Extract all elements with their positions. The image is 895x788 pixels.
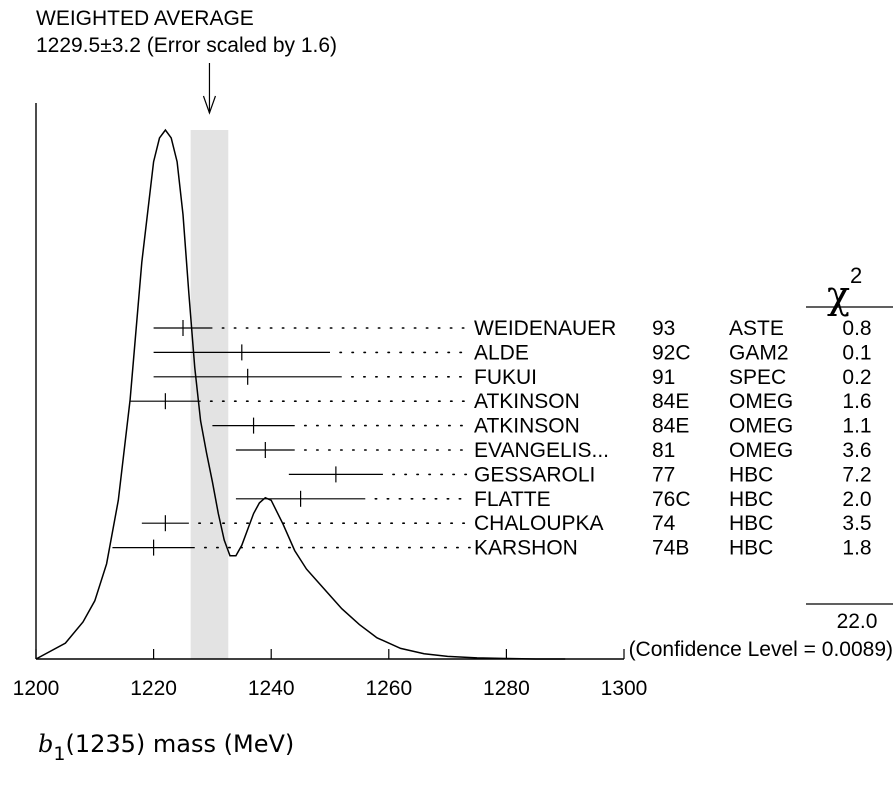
measurement-rows: WEIDENAUER 93 ASTE 0.8 ALDE 92C GAM2 0.1 FUKUI 91… xyxy=(112,317,872,560)
measurement-chi2: 0.2 xyxy=(842,366,871,389)
x-tick-label-1260: 1260 xyxy=(365,677,412,700)
measurement-year: 92C xyxy=(652,341,691,364)
measurement-name: KARSHON xyxy=(474,537,578,560)
measurement-technique: GAM2 xyxy=(729,341,789,364)
measurement-chi2: 1.8 xyxy=(842,537,871,560)
measurement-year: 91 xyxy=(652,366,675,389)
measurement-technique: HBC xyxy=(729,488,773,511)
measurement-name: ATKINSON xyxy=(474,415,580,438)
measurement-chi2: 3.5 xyxy=(842,512,871,535)
measurement-year: 76C xyxy=(652,488,691,511)
measurement-year: 81 xyxy=(652,439,675,462)
x-tick-label-1200: 1200 xyxy=(13,677,60,700)
measurement-name: ATKINSON xyxy=(474,390,580,413)
measurement-chi2: 0.1 xyxy=(842,341,871,364)
measurement-technique: OMEG xyxy=(729,439,793,462)
measurement-row: FUKUI 91 SPEC 0.2 xyxy=(153,366,872,389)
measurement-chi2: 1.1 xyxy=(842,415,871,438)
measurement-name: ALDE xyxy=(474,341,529,364)
weighted-average-band xyxy=(190,130,229,659)
x-axis-label: b1(1235) mass (MeV) xyxy=(38,730,294,765)
measurement-technique: HBC xyxy=(729,463,773,486)
measurement-year: 77 xyxy=(652,463,675,486)
measurement-year: 74B xyxy=(652,537,689,560)
measurement-chi2: 1.6 xyxy=(842,390,871,413)
measurement-chi2: 0.8 xyxy=(842,317,871,340)
chi2-total: 22.0 xyxy=(837,610,878,633)
x-label-symbol: b xyxy=(38,730,53,758)
measurement-row: ALDE 92C GAM2 0.1 xyxy=(153,341,872,364)
measurement-row: WEIDENAUER 93 ASTE 0.8 xyxy=(153,317,872,340)
measurement-name: CHALOUPKA xyxy=(474,512,604,535)
x-tick-label-1240: 1240 xyxy=(248,677,295,700)
measurement-chi2: 2.0 xyxy=(842,488,871,511)
ideogram-curve xyxy=(35,128,566,660)
measurement-name: FUKUI xyxy=(474,366,537,389)
measurement-technique: OMEG xyxy=(729,390,793,413)
measurement-year: 84E xyxy=(652,390,689,413)
measurement-year: 84E xyxy=(652,415,689,438)
x-tick-label-1280: 1280 xyxy=(483,677,530,700)
measurement-chi2: 7.2 xyxy=(842,463,871,486)
arrow-head xyxy=(202,95,217,115)
measurement-technique: HBC xyxy=(729,537,773,560)
measurement-name: GESSAROLI xyxy=(474,463,595,486)
chart-title: WEIGHTED AVERAGE xyxy=(36,7,254,30)
measurement-row: FLATTE 76C HBC 2.0 xyxy=(235,488,872,511)
x-label-text: (1235) mass (MeV) xyxy=(65,730,294,758)
chart-subtitle: 1229.5±3.2 (Error scaled by 1.6) xyxy=(36,34,337,57)
weighted-average-arrow xyxy=(202,63,217,115)
measurement-year: 74 xyxy=(652,512,676,535)
x-label-subscript: 1 xyxy=(53,743,65,765)
x-tick-label-1220: 1220 xyxy=(130,677,177,700)
measurement-year: 93 xyxy=(652,317,675,340)
measurement-technique: OMEG xyxy=(729,415,793,438)
chi2-superscript: 2 xyxy=(850,263,862,288)
chi2-symbol: χ xyxy=(827,273,850,317)
measurement-chi2: 3.6 xyxy=(842,439,871,462)
x-axis-ticks: 1200 1220 1240 1260 1280 1300 xyxy=(13,649,648,700)
x-tick-label-1300: 1300 xyxy=(601,677,648,700)
measurement-technique: SPEC xyxy=(729,366,786,389)
measurement-technique: ASTE xyxy=(729,317,784,340)
confidence-level: (Confidence Level = 0.0089) xyxy=(629,638,893,661)
measurement-row: EVANGELIS... 81 OMEG 3.6 xyxy=(235,439,872,462)
measurement-name: EVANGELIS... xyxy=(474,439,609,462)
measurement-row: CHALOUPKA 74 HBC 3.5 xyxy=(141,512,872,535)
measurement-row: ATKINSON 84E OMEG 1.6 xyxy=(130,390,872,413)
measurement-row: ATKINSON 84E OMEG 1.1 xyxy=(212,415,872,438)
measurement-row: KARSHON 74B HBC 1.8 xyxy=(112,537,872,560)
measurement-name: WEIDENAUER xyxy=(474,317,616,340)
measurement-row: GESSAROLI 77 HBC 7.2 xyxy=(288,463,872,486)
measurement-technique: HBC xyxy=(729,512,773,535)
measurement-name: FLATTE xyxy=(474,488,551,511)
